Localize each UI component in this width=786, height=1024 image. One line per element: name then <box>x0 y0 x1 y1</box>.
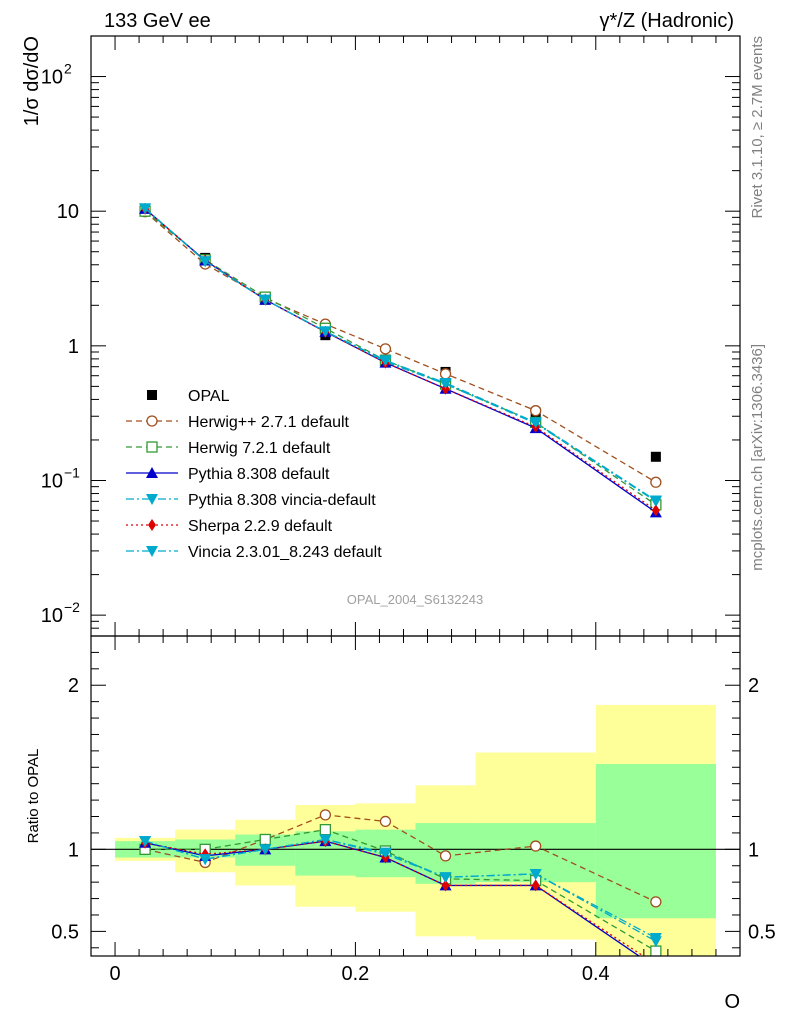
header-right-title: γ*/Z (Hadronic) <box>600 10 734 32</box>
data-point <box>649 495 662 507</box>
ratio-y-tick-label: 1 <box>68 839 79 861</box>
legend-entry: OPAL <box>147 388 230 405</box>
ratio-data-point <box>441 879 450 892</box>
ratio-y-tick-label: 2 <box>68 675 79 697</box>
ratio-y-tick-label-right: 0.5 <box>748 921 776 943</box>
ratio-series-5 <box>139 834 662 944</box>
legend-label: Pythia 8.308 vincia-default <box>188 492 376 509</box>
legend-entry: Vincia 2.3.01_8.243 default <box>126 544 382 561</box>
main-series-group <box>139 202 662 518</box>
legend-label: Pythia 8.308 default <box>188 466 330 483</box>
legend-entry: Sherpa 2.2.9 default <box>126 518 333 535</box>
analysis-label: OPAL_2004_S6132243 <box>347 592 483 607</box>
series-2 <box>139 205 662 511</box>
data-point <box>650 476 662 488</box>
ratio-data-point <box>439 850 452 862</box>
legend-marker <box>146 546 158 557</box>
ratio-y-tick-label-right: 1 <box>748 839 759 861</box>
ratio-data-point <box>652 958 660 970</box>
legend-marker <box>146 441 158 453</box>
data-point <box>259 294 272 306</box>
series-6 <box>139 203 662 507</box>
legend-entry: Pythia 8.308 default <box>126 466 330 483</box>
ratio-data-point <box>650 961 662 972</box>
legend: OPAL Herwig++ 2.7.1 default Herwig 7.2.1 d… <box>126 388 382 561</box>
data-point <box>529 417 542 429</box>
series-line <box>144 207 657 502</box>
ratio-data-point <box>439 872 452 884</box>
legend-marker <box>148 519 156 531</box>
ratio-uncertainty-bands <box>115 704 716 956</box>
ratio-data-point <box>531 879 540 892</box>
ratio-data-point <box>650 945 662 956</box>
ratio-data-point <box>529 868 542 880</box>
x-tick-label: 0 <box>109 963 120 985</box>
ratio-data-point <box>139 836 152 848</box>
ratio-data-point <box>379 847 392 859</box>
ratio-series-line <box>144 838 657 939</box>
y-tick-exponent: 2 <box>64 61 72 77</box>
ratio-y-tick-label: 0.5 <box>51 921 79 943</box>
x-tick-label: 0.2 <box>342 963 370 985</box>
ratio-y-axis-label: Ratio to OPAL <box>25 749 42 844</box>
x-axis-label: O <box>724 991 740 1013</box>
x-tick-label: 0.4 <box>582 963 610 985</box>
ratio-data-point <box>199 854 212 866</box>
y-tick-label: 10 <box>41 67 63 89</box>
ratio-series-line <box>144 814 657 903</box>
legend-marker <box>146 467 158 478</box>
legend-entry: Herwig++ 2.7.1 default <box>126 414 350 431</box>
y-tick-exponent: −2 <box>64 599 80 615</box>
data-point <box>439 377 452 389</box>
ratio-data-point <box>319 834 332 846</box>
header-left-title: 133 GeV ee <box>104 10 211 32</box>
ratio-y-tick-label-right: 2 <box>748 675 759 697</box>
legend-label: Herwig++ 2.7.1 default <box>188 414 350 431</box>
ratio-data-point <box>319 809 332 821</box>
y-tick-label: 10 <box>41 470 63 492</box>
data-point <box>379 343 392 355</box>
main-y-axis-label: 1/σ dσ/dO <box>21 36 43 126</box>
data-point <box>439 368 452 380</box>
ratio-data-point <box>649 932 662 944</box>
ratio-band-stat-bin <box>595 764 716 919</box>
ratio-data-point <box>650 896 662 908</box>
data-point <box>139 203 152 215</box>
legend-label: OPAL <box>188 388 230 405</box>
series-line <box>144 211 657 483</box>
ratio-data-point <box>530 840 542 852</box>
ratio-panel-frame <box>90 635 741 957</box>
mcplots-credit-label: mcplots.cern.ch [arXiv:1306.3436] <box>749 344 766 571</box>
y-tick-label: 10 <box>41 605 63 627</box>
data-point <box>650 451 661 462</box>
legend-label: Vincia 2.3.01_8.243 default <box>188 544 382 561</box>
ratio-series-group <box>139 809 662 972</box>
rivet-version-label: Rivet 3.1.10, ≥ 2.7M events <box>749 36 766 219</box>
legend-entry: Herwig 7.2.1 default <box>126 440 331 457</box>
legend-marker <box>147 390 157 400</box>
legend-marker <box>146 415 158 427</box>
legend-marker <box>146 494 158 505</box>
y-tick-exponent: −1 <box>64 464 80 480</box>
data-point <box>319 326 332 338</box>
ratio-series-line <box>144 840 645 956</box>
ratio-data-point <box>259 833 271 846</box>
ratio-data-point <box>379 815 392 828</box>
ratio-data-point <box>259 844 272 856</box>
data-point <box>530 405 542 417</box>
legend-label: Herwig 7.2.1 default <box>188 440 331 457</box>
y-tick-label: 1 <box>68 336 79 358</box>
legend-entry: Pythia 8.308 vincia-default <box>126 492 376 509</box>
series-line <box>144 210 657 506</box>
y-tick-label: 10 <box>57 201 79 223</box>
data-point <box>651 504 660 517</box>
legend-label: Sherpa 2.2.9 default <box>188 518 333 535</box>
data-point <box>199 256 212 268</box>
ratio-data-point <box>319 823 332 836</box>
ratio-series-line <box>145 828 657 952</box>
data-point <box>379 355 392 367</box>
